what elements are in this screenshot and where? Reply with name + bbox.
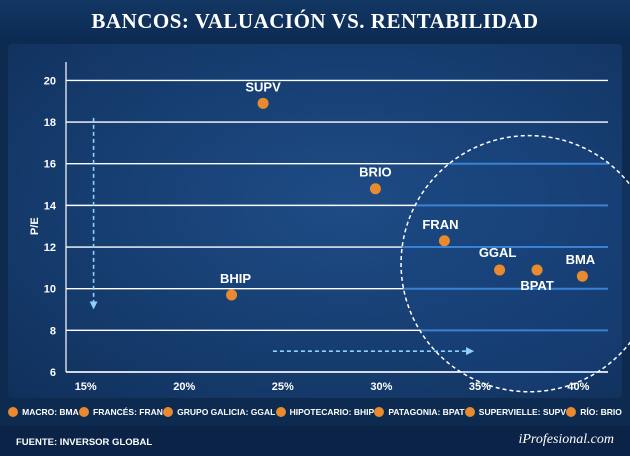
legend: MACRO: BMA FRANCÉS: FRAN GRUPO GALICIA: GG… [8, 401, 622, 423]
legend-dot-icon [275, 407, 286, 417]
brand-logo: iProfesional.com [518, 432, 614, 447]
legend-item: FRANCÉS: FRAN [79, 407, 163, 417]
point-label-bhip: BHIP [220, 271, 251, 286]
y-tick-label: 14 [44, 200, 57, 212]
x-tick-label: 30% [370, 381, 392, 393]
legend-dot-icon [79, 407, 90, 417]
x-tick-label: 35% [469, 381, 491, 393]
legend-label: HIPOTECARIO: BHIP [289, 407, 375, 417]
legend-dot-icon [8, 407, 19, 417]
highlight-circle [400, 134, 630, 393]
x-tick-label: 20% [173, 381, 195, 393]
legend-label: RÍO: BRIO [580, 407, 622, 417]
data-point-bma [576, 270, 588, 282]
legend-item: MACRO: BMA [8, 407, 79, 417]
legend-label: MACRO: BMA [22, 407, 79, 417]
legend-label: GRUPO GALICIA: GGAL [177, 407, 276, 417]
point-label-fran: FRAN [422, 217, 458, 232]
plot-panel [8, 44, 622, 398]
y-tick-label: 8 [50, 325, 56, 337]
legend-item: GRUPO GALICIA: GGAL [163, 407, 275, 417]
point-label-brio: BRIO [359, 165, 392, 180]
legend-label: SUPERVIELLE: SUPV [478, 407, 567, 417]
data-point-ggal [494, 264, 506, 276]
point-label-ggal: GGAL [479, 245, 517, 260]
y-tick-label: 18 [44, 117, 56, 129]
point-label-supv: SUPV [245, 79, 281, 94]
source-note: FUENTE: INVERSOR GLOBAL [16, 437, 153, 448]
legend-item: PATAGONIA: BPAT [374, 407, 465, 417]
point-label-bpat: BPAT [520, 278, 554, 293]
legend-label: FRANCÉS: FRAN [93, 407, 163, 417]
y-tick-label: 10 [44, 284, 56, 296]
y-tick-label: 16 [44, 159, 56, 171]
legend-item: HIPOTECARIO: BHIP [275, 407, 375, 417]
y-tick-label: 6 [50, 367, 56, 379]
legend-dot-icon [163, 407, 174, 417]
y-tick-label: 20 [44, 75, 56, 87]
data-point-supv [257, 97, 269, 109]
x-tick-label: 15% [75, 381, 97, 393]
data-point-brio [369, 183, 381, 195]
legend-dot-icon [374, 407, 385, 417]
point-label-bma: BMA [566, 252, 596, 267]
legend-label: PATAGONIA: BPAT [388, 407, 465, 417]
legend-dot-icon [464, 407, 475, 417]
chart-title: BANCOS: VALUACIÓN VS. RENTABILIDAD [91, 8, 539, 33]
data-point-bpat [531, 264, 543, 276]
legend-item: SUPERVIELLE: SUPV [464, 407, 567, 417]
footer: FUENTE: INVERSOR GLOBAL iProfesional.com [0, 426, 630, 456]
legend-item: RÍO: BRIO [566, 407, 622, 417]
legend-dot-icon [566, 407, 577, 417]
x-tick-label: 40% [567, 381, 589, 393]
y-tick-label: 12 [44, 242, 56, 254]
title-bar: BANCOS: VALUACIÓN VS. RENTABILIDAD [0, 0, 630, 42]
y-axis-label: P/E [29, 217, 41, 235]
data-point-bhip [226, 289, 238, 301]
data-point-fran [438, 235, 450, 247]
x-tick-label: 25% [272, 381, 294, 393]
